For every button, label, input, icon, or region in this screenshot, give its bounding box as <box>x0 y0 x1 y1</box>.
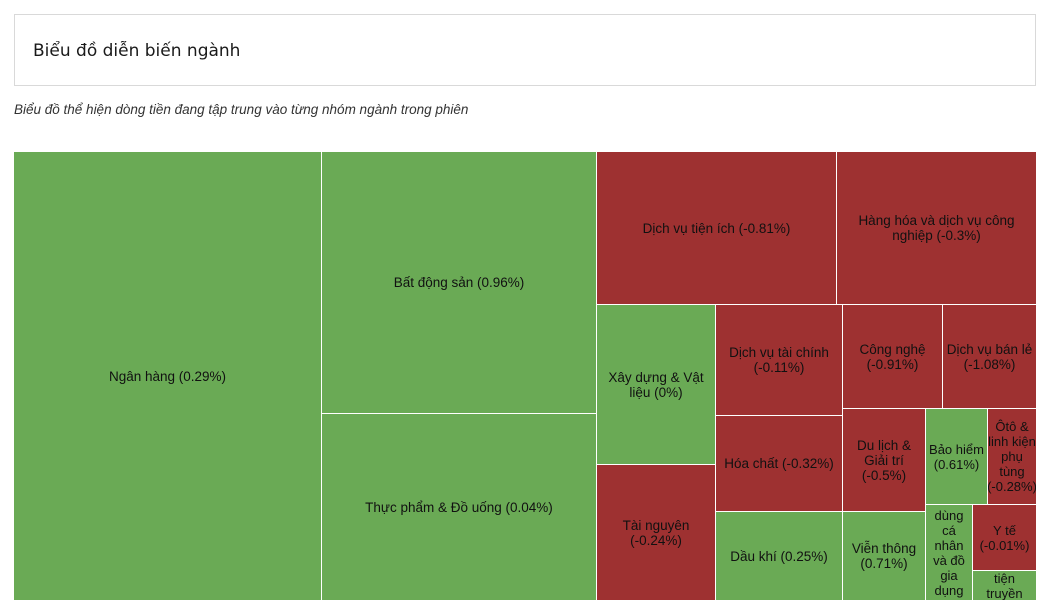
treemap-tile-label: Ôtô & linh kiện phụ tùng (-0.28%) <box>988 419 1037 494</box>
treemap-tile-label: Tài nguyên (-0.24%) <box>622 517 690 548</box>
treemap-tile[interactable]: Bất động sản (0.96%) <box>322 152 597 414</box>
chart-subtitle: Biểu đồ thể hiện dòng tiền đang tập trun… <box>14 102 469 117</box>
sector-treemap: Ngân hàng (0.29%) Bất động sản (0.96%) Thự… <box>14 152 1037 601</box>
treemap-tile-label: tiện truyền thông <box>986 571 1023 601</box>
treemap-tile[interactable]: Dịch vụ bán lẻ (-1.08%) <box>943 305 1037 409</box>
treemap-tile[interactable]: dùng cá nhân và đồ gia dụng <box>926 505 973 601</box>
treemap-tile-label: Viễn thông (0.71%) <box>851 541 917 571</box>
treemap-tile-label: Hàng hóa và dịch vụ công nghiệp (-0.3%) <box>858 213 1015 243</box>
treemap-tile[interactable]: Y tế (-0.01%) <box>973 505 1037 571</box>
treemap-tile-label: Dịch vụ tài chính (-0.11%) <box>729 345 829 375</box>
treemap-tile-label: Dịch vụ bán lẻ (-1.08%) <box>946 341 1033 372</box>
treemap-tile-label: Dầu khí (0.25%) <box>730 548 828 564</box>
treemap-tile[interactable]: Viễn thông (0.71%) <box>843 512 926 601</box>
treemap-tile[interactable]: Dịch vụ tài chính (-0.11%) <box>716 305 843 416</box>
treemap-tile[interactable]: Thực phẩm & Đồ uống (0.04%) <box>322 414 597 601</box>
treemap-tile[interactable]: Ôtô & linh kiện phụ tùng (-0.28%) <box>988 409 1037 505</box>
header-card: Biểu đồ diễn biến ngành <box>14 14 1036 86</box>
treemap-tile-label: Y tế (-0.01%) <box>979 522 1030 553</box>
treemap-tile-label: Bất động sản (0.96%) <box>393 275 525 290</box>
treemap-tile[interactable]: Xây dựng & Vật liệu (0%) <box>597 305 716 465</box>
treemap-tile-label: Dịch vụ tiện ích (-0.81%) <box>642 220 791 236</box>
treemap-tile[interactable]: Dầu khí (0.25%) <box>716 512 843 601</box>
treemap-tile-label: Xây dựng & Vật liệu (0%) <box>608 369 704 400</box>
treemap-tile-label: Bảo hiểm (0.61%) <box>929 441 984 472</box>
treemap-tile[interactable]: Tài nguyên (-0.24%) <box>597 465 716 601</box>
treemap-tile-label: dùng cá nhân và đồ gia dụng <box>933 507 965 598</box>
treemap-tile[interactable]: Du lịch & Giải trí (-0.5%) <box>843 409 926 512</box>
treemap-tile-label: Thực phẩm & Đồ uống (0.04%) <box>365 499 553 515</box>
treemap-tile[interactable]: Công nghệ (-0.91%) <box>843 305 943 409</box>
page-title: Biểu đồ diễn biến ngành <box>33 41 241 61</box>
treemap-tile[interactable]: tiện truyền thông <box>973 571 1037 601</box>
treemap-tile[interactable]: Ngân hàng (0.29%) <box>14 152 322 601</box>
treemap-tile-label: Hóa chất (-0.32%) <box>724 456 834 471</box>
treemap-tile[interactable]: Dịch vụ tiện ích (-0.81%) <box>597 152 837 305</box>
treemap-tile[interactable]: Hàng hóa và dịch vụ công nghiệp (-0.3%) <box>837 152 1037 305</box>
treemap-tile-label: Du lịch & Giải trí (-0.5%) <box>856 437 912 483</box>
treemap-tile-label: Ngân hàng (0.29%) <box>108 368 227 384</box>
treemap-tile[interactable]: Hóa chất (-0.32%) <box>716 416 843 512</box>
treemap-tile[interactable]: Bảo hiểm (0.61%) <box>926 409 988 505</box>
treemap-tile-label: Công nghệ (-0.91%) <box>859 341 926 372</box>
